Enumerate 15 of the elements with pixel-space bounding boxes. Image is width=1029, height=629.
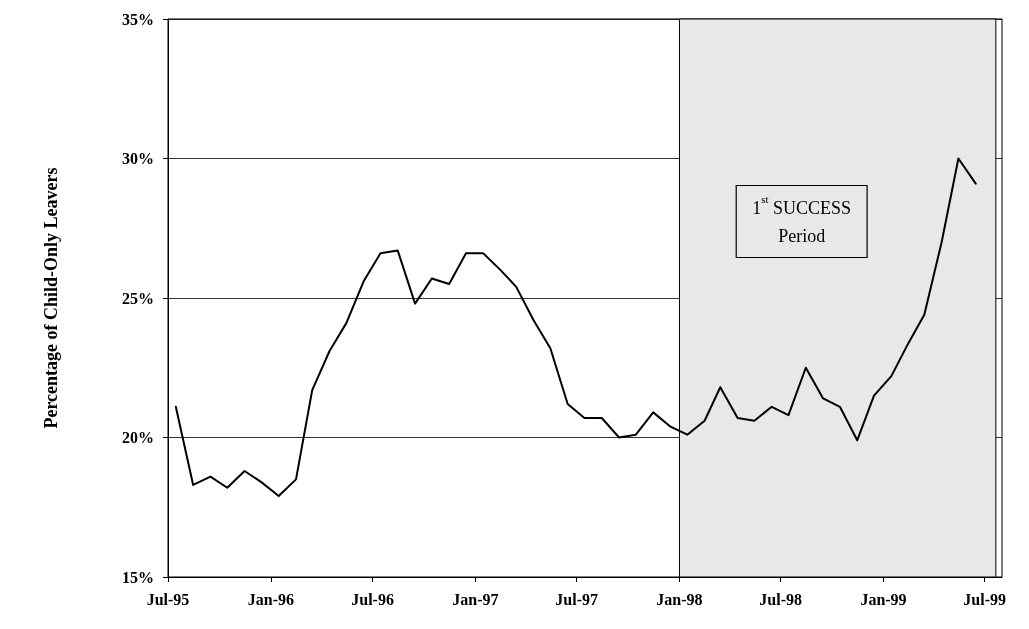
y-tick-label: 15% [122,568,154,586]
x-tick-label: Jul-95 [146,590,190,608]
y-tick-label: 25% [122,289,154,307]
x-tick-label: Jul-99 [963,590,1007,608]
y-tick-label: 20% [122,429,154,446]
x-tick-label: Jan-96 [247,590,294,608]
x-tick-label: Jul-97 [555,590,598,608]
y-tick-label: 35% [122,10,154,28]
x-tick-label: Jul-98 [759,590,802,608]
y-tick-label: 30% [122,150,154,167]
x-tick-label: Jul-96 [351,590,394,608]
x-tick-label: Jan-97 [452,590,499,608]
y-axis-title: Percentage of Child-Only Leavers [41,167,61,429]
x-tick-label: Jan-99 [860,590,907,608]
x-tick-label: Jan-98 [656,590,703,608]
